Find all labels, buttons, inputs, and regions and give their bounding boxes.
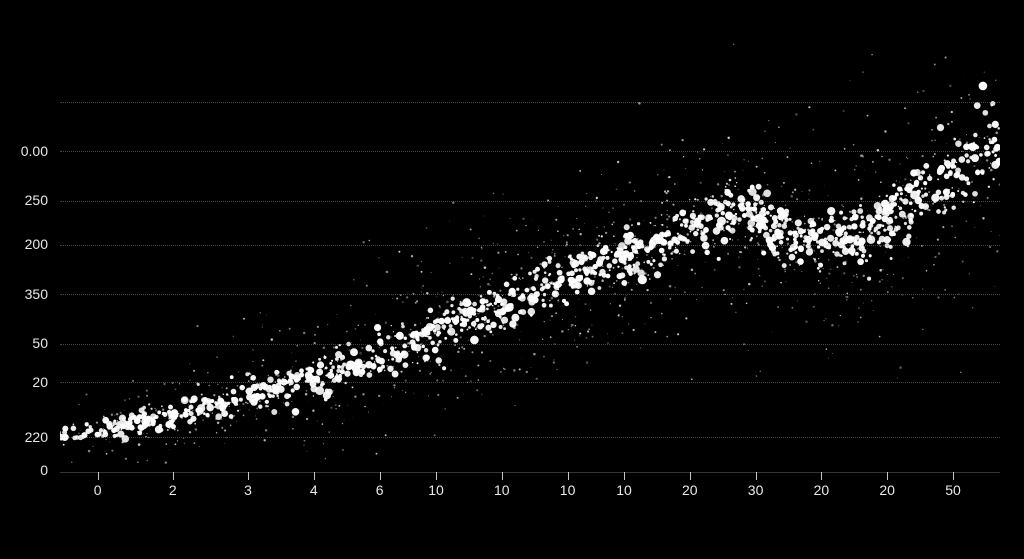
x-tick-label: 30: [748, 482, 764, 498]
y-tick-label: 220: [0, 429, 48, 445]
grid-line: [60, 201, 1000, 202]
grid-line: [60, 344, 1000, 345]
x-tick-label: 3: [244, 482, 252, 498]
x-tick-label: 50: [945, 482, 961, 498]
x-tick-label: 10: [428, 482, 444, 498]
grid-line: [60, 151, 1000, 152]
x-tick-label: 10: [560, 482, 576, 498]
x-tick-label: 10: [494, 482, 510, 498]
x-tick-label: 10: [616, 482, 632, 498]
x-tick-mark: [173, 472, 174, 480]
x-tick-label: 0: [94, 482, 102, 498]
grid-line: [60, 294, 1000, 295]
x-tick-label: 6: [376, 482, 384, 498]
grid-line: [60, 382, 1000, 383]
x-tick-mark: [953, 472, 954, 480]
grid-line: [60, 245, 1000, 246]
x-tick-mark: [502, 472, 503, 480]
x-tick-label: 4: [310, 482, 318, 498]
y-tick-label: 50: [0, 335, 48, 351]
y-tick-label: 350: [0, 286, 48, 302]
x-tick-mark: [690, 472, 691, 480]
x-tick-label: 2: [169, 482, 177, 498]
x-tick-mark: [756, 472, 757, 480]
x-tick-label: 20: [682, 482, 698, 498]
scatter-points-layer: [60, 30, 1000, 470]
x-tick-mark: [436, 472, 437, 480]
x-tick-mark: [568, 472, 569, 480]
y-tick-label: 0.00: [0, 143, 48, 159]
x-axis-line: [60, 472, 1000, 473]
grid-line: [60, 102, 1000, 103]
y-tick-label: 0: [0, 462, 48, 478]
scatter-chart: 0 220 20 50 350 200 250 0.00 0 2 3 4 6 10 10 10 10 20 30 2…: [0, 0, 1024, 559]
x-tick-mark: [248, 472, 249, 480]
x-tick-mark: [314, 472, 315, 480]
x-tick-mark: [887, 472, 888, 480]
x-tick-mark: [624, 472, 625, 480]
y-tick-label: 200: [0, 236, 48, 252]
x-tick-mark: [98, 472, 99, 480]
x-tick-mark: [380, 472, 381, 480]
y-tick-label: 20: [0, 374, 48, 390]
x-tick-mark: [821, 472, 822, 480]
y-tick-label: 250: [0, 192, 48, 208]
plot-area: [60, 30, 1000, 470]
grid-line: [60, 437, 1000, 438]
x-tick-label: 20: [814, 482, 830, 498]
x-tick-label: 20: [879, 482, 895, 498]
